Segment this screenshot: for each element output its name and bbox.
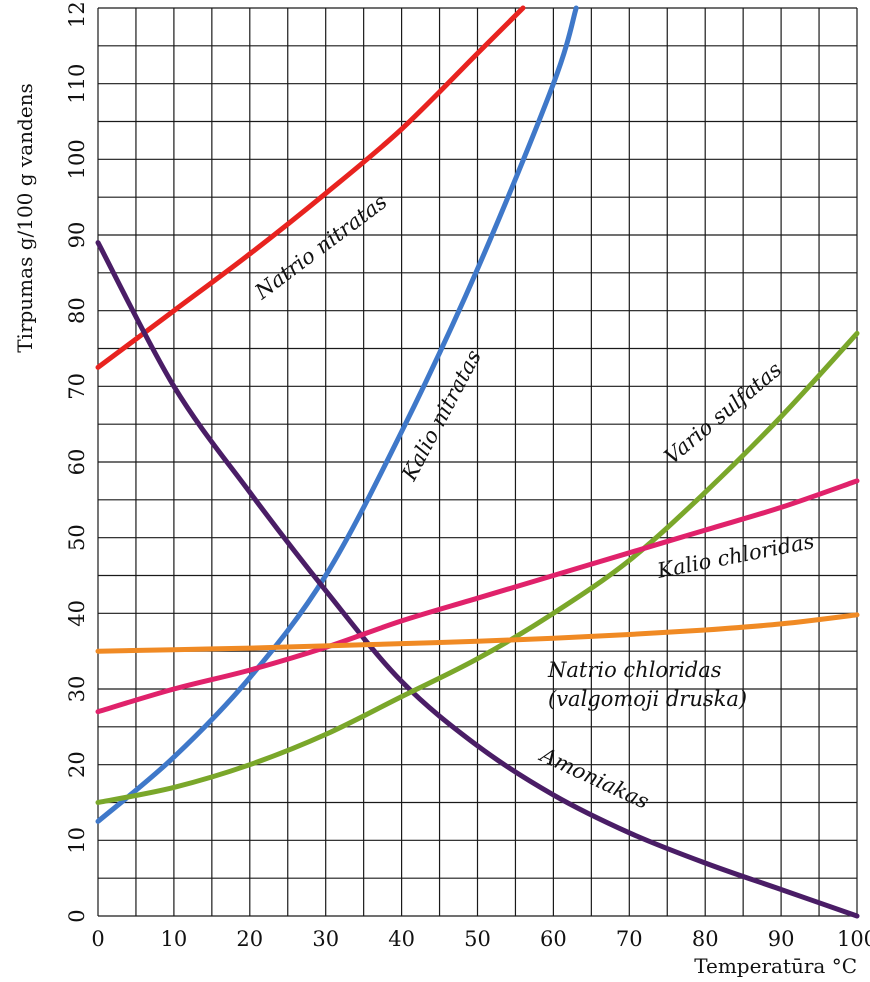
- x-axis-title: Temperatūra °C: [694, 954, 857, 978]
- y-tick-label: 10: [65, 827, 89, 854]
- y-tick-label: 50: [65, 524, 89, 551]
- grid: [97, 7, 858, 917]
- y-tick-label: 80: [65, 297, 89, 324]
- series-line-3: [95, 330, 860, 805]
- x-tick-label: 40: [388, 927, 415, 951]
- series-line-2: [95, 240, 860, 919]
- y-axis-title: Tirpumas g/100 g vandens: [13, 83, 37, 353]
- y-tick-label: 20: [65, 751, 89, 778]
- y-tick-label: 0: [65, 909, 89, 922]
- x-tick-label: 100: [837, 927, 870, 951]
- x-tick-label: 30: [312, 927, 339, 951]
- label-natrio-chloridas: Natrio chloridas: [547, 658, 722, 682]
- x-tick-label: 90: [768, 927, 795, 951]
- y-tick-label: 110: [65, 64, 89, 104]
- x-tick-label: 60: [540, 927, 567, 951]
- y-tick-label: 30: [65, 676, 89, 703]
- x-tick-label: 50: [464, 927, 491, 951]
- series-line-4: [95, 478, 860, 715]
- series-line-5: [95, 612, 860, 654]
- tick-labels: 0 10 20 30 40 50 60 70 80 90 100 0 10 20 30 40 50 60 70 80 9…: [65, 0, 870, 951]
- y-tick-label: 70: [65, 373, 89, 400]
- label-vario-sulfatas: Vario sulfatas: [660, 357, 787, 469]
- x-tick-label: 80: [692, 927, 719, 951]
- x-tick-label: 70: [616, 927, 643, 951]
- y-tick-label: 90: [65, 222, 89, 249]
- y-tick-label: 120: [65, 0, 89, 28]
- series-line-1: [95, 5, 579, 824]
- label-natrio-nitratas: Natrio nitratas: [250, 189, 392, 304]
- label-natrio-chloridas-note: (valgomoji druska): [548, 687, 747, 711]
- y-tick-label: 100: [65, 139, 89, 179]
- x-tick-label: 0: [91, 927, 104, 951]
- series-line-0: [95, 5, 526, 370]
- y-tick-label: 40: [65, 600, 89, 627]
- series-curves: [95, 5, 860, 919]
- y-tick-label: 60: [65, 449, 89, 476]
- x-tick-label: 10: [161, 927, 188, 951]
- x-tick-label: 20: [236, 927, 263, 951]
